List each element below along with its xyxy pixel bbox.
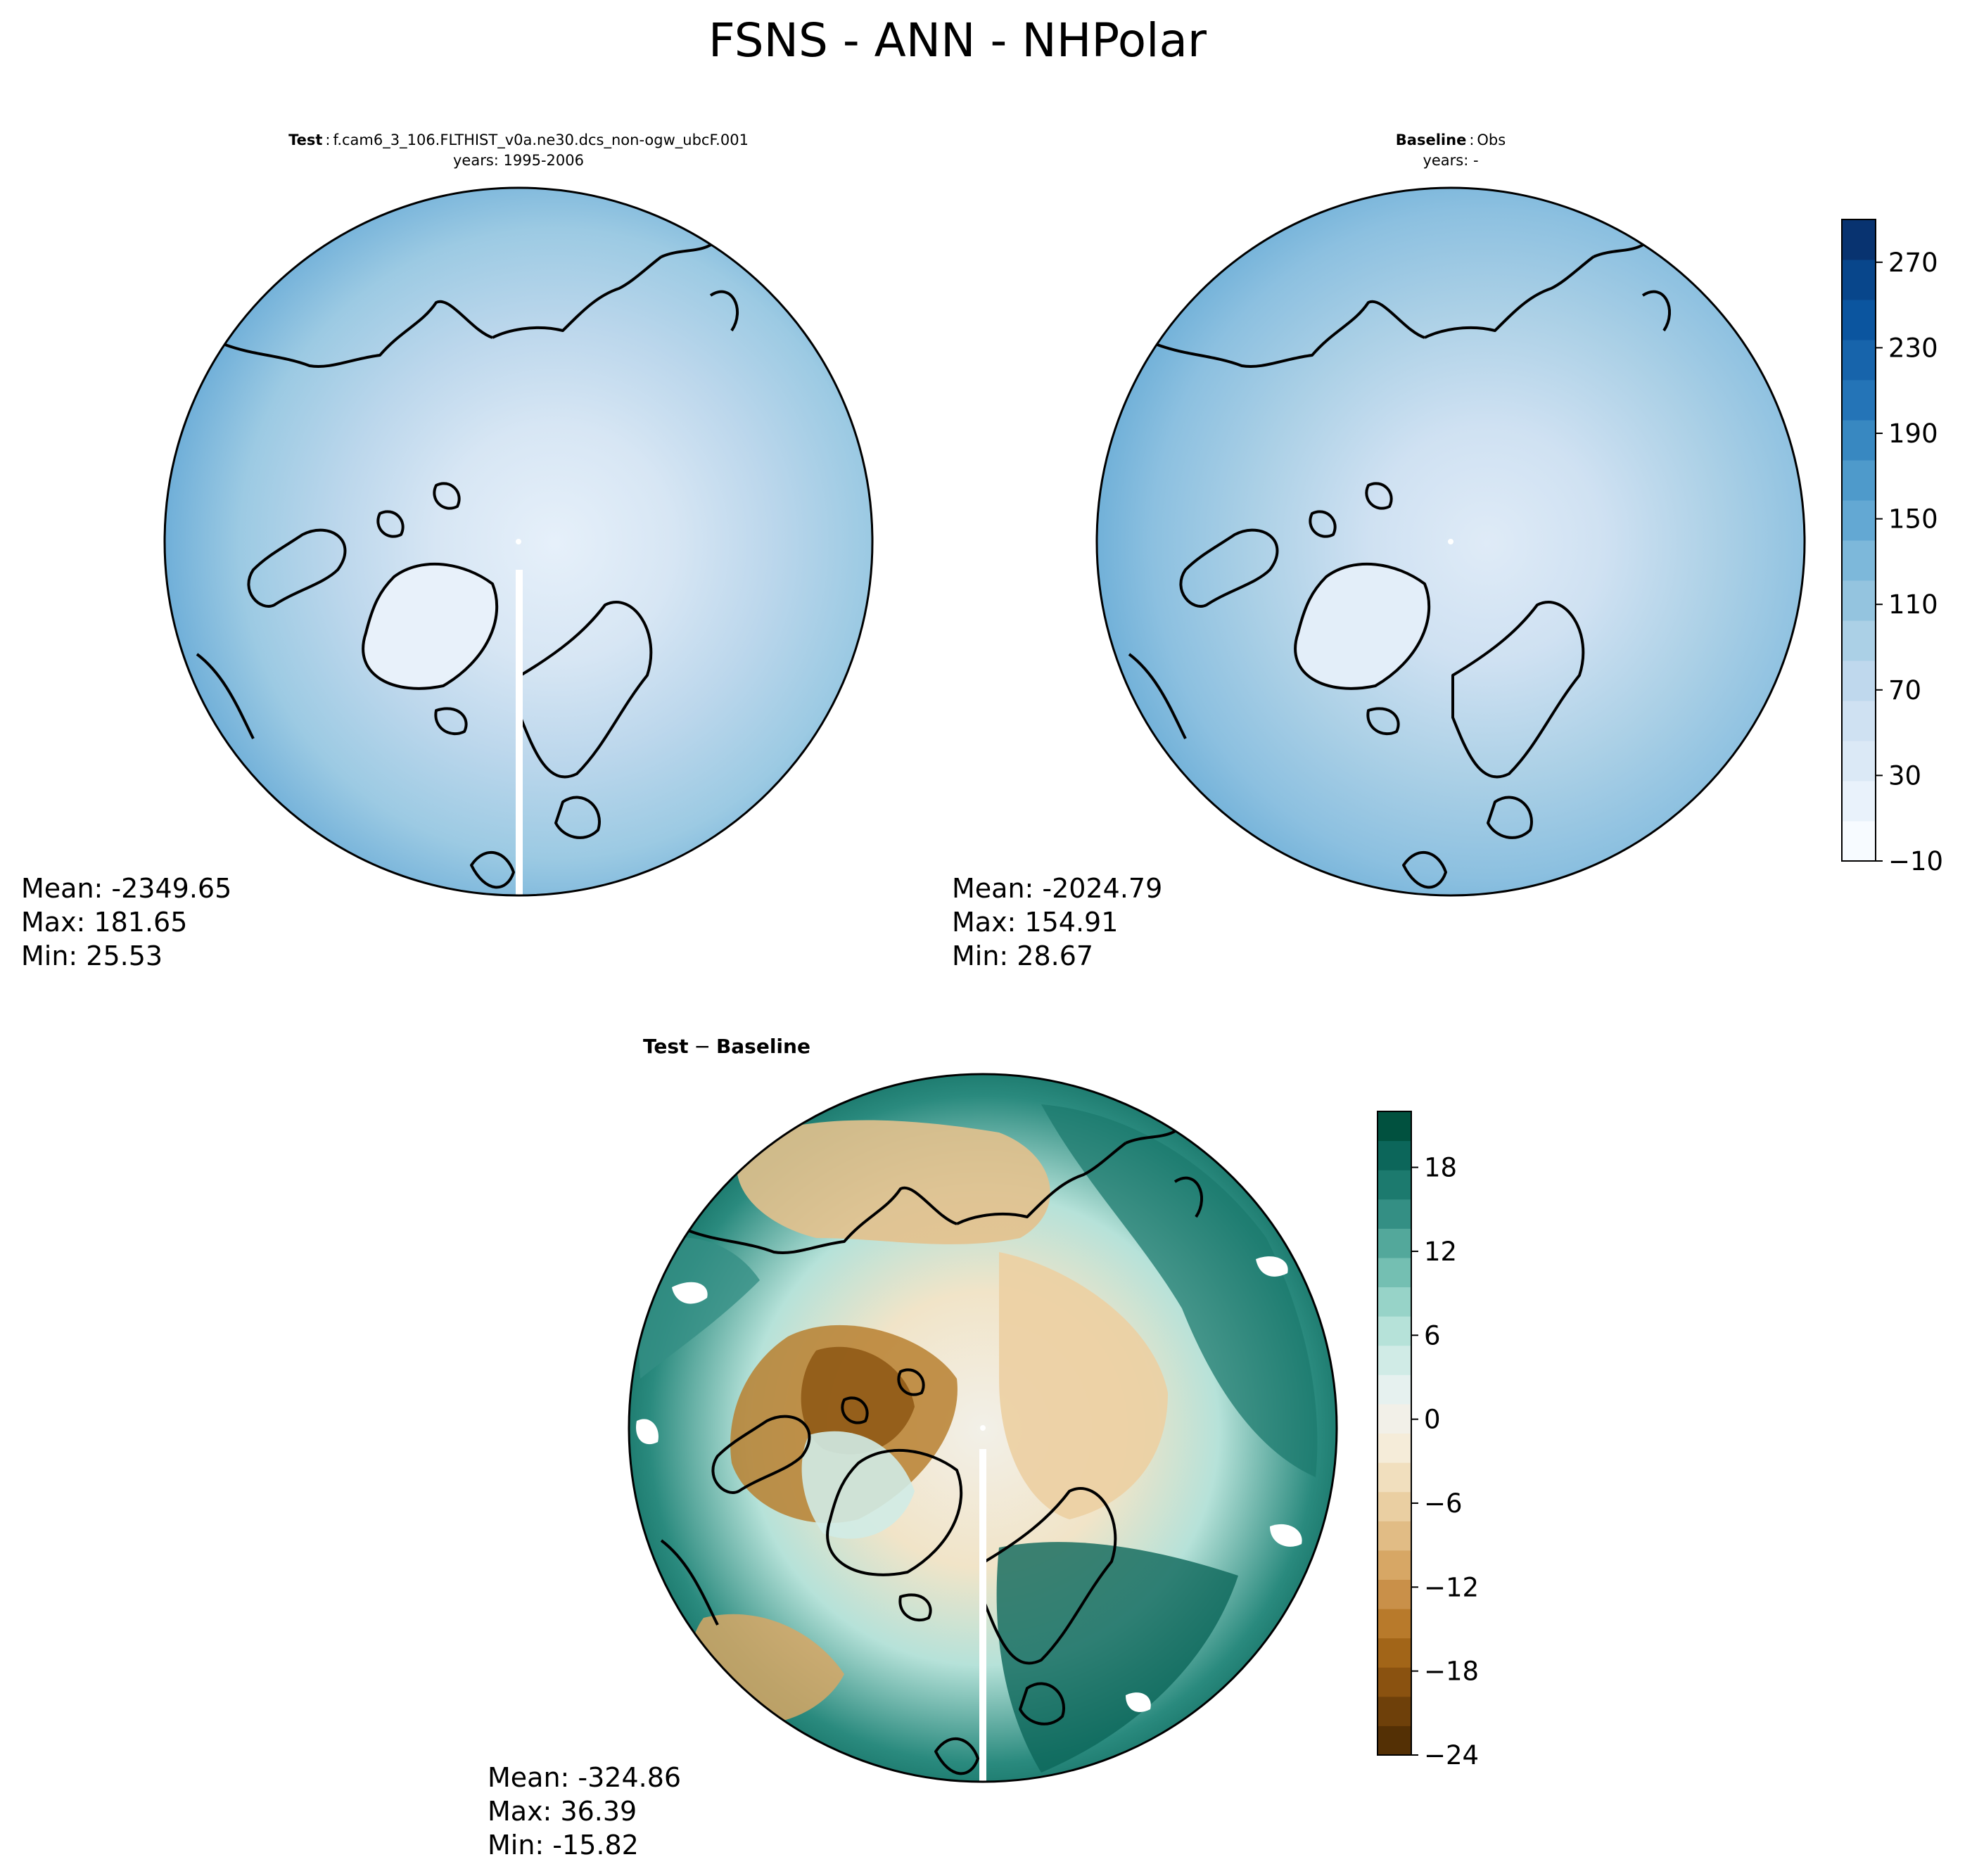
baseline-title-label: Baseline (1396, 132, 1467, 148)
colorbar-tick-label: −24 (1424, 1740, 1479, 1770)
diff-title-op: − (694, 1035, 710, 1058)
baseline-panel-title: Baseline: Obs (1396, 132, 1506, 148)
diff-max: Max: 36.39 (488, 1796, 637, 1827)
test-title-label: Test (288, 132, 322, 148)
colorbar-band (1378, 1491, 1411, 1521)
colorbar-frame (1377, 1111, 1412, 1756)
diff-panel: Test − Baseline (488, 1035, 1338, 1861)
colorbar-band (1378, 1287, 1411, 1317)
colorbar-band (1842, 380, 1876, 421)
baseline-map-boundary (1095, 186, 1806, 897)
colorbar-band (1378, 1403, 1411, 1434)
colorbar-band (1842, 500, 1876, 541)
test-mean: Mean: -2349.65 (21, 873, 231, 904)
colorbar-band (1378, 1521, 1411, 1551)
colorbar-band (1378, 1433, 1411, 1463)
colorbar-tick-label: 70 (1888, 675, 1921, 706)
figure-title: FSNS - ANN - NHPolar (708, 13, 1207, 68)
colorbar-band (1378, 1725, 1411, 1756)
test-map-boundary (163, 186, 874, 897)
baseline-max: Max: 154.91 (952, 907, 1118, 938)
colorbar-tick-label: 150 (1888, 504, 1938, 535)
colorbar-tick-label: 190 (1888, 419, 1938, 449)
colorbar-tick-label: 270 (1888, 248, 1938, 278)
colorbar-band (1842, 821, 1876, 862)
test-panel-title: Test: f.cam6_3_106.FLTHIST_v0a.ne30.dcs_n… (288, 132, 749, 149)
colorbar-band (1378, 1228, 1411, 1258)
colorbar-tick-label: −12 (1424, 1572, 1479, 1602)
colorbar-tick-label: 0 (1424, 1405, 1441, 1435)
colorbar-band (1378, 1550, 1411, 1580)
colorbar-band (1842, 620, 1876, 661)
colorbar-band (1378, 1638, 1411, 1668)
colorbar-band (1842, 540, 1876, 581)
diff-map-boundary (628, 1073, 1338, 1783)
colorbar-frame (1841, 219, 1876, 862)
diff-min: Min: -15.82 (488, 1830, 639, 1861)
colorbar-band (1378, 1257, 1411, 1288)
colorbar-tick-label: −10 (1888, 846, 1943, 876)
colorbar-tick-label: −18 (1424, 1657, 1479, 1687)
colorbar-band (1842, 460, 1876, 501)
colorbar-band (1378, 1345, 1411, 1375)
colorbar-tick-label: 18 (1424, 1153, 1457, 1183)
baseline-panel: Baseline: Obs years: - (952, 132, 1806, 971)
test-years: years: 1995-2006 (453, 152, 584, 169)
colorbar-tick-label: 230 (1888, 333, 1938, 363)
main-colorbar: −10 30 70 110 150 190 230 270 (1841, 219, 1943, 876)
colorbar-tick-label: 6 (1424, 1320, 1441, 1351)
baseline-min: Min: 28.67 (952, 940, 1093, 971)
diff-title-baseline: Baseline (716, 1035, 810, 1058)
colorbar-band (1378, 1667, 1411, 1697)
colorbar-tick-label: 12 (1424, 1237, 1457, 1267)
colorbar-tick-label: −6 (1424, 1488, 1463, 1519)
baseline-case-name: Obs (1477, 132, 1506, 148)
colorbar-band (1842, 661, 1876, 701)
colorbar-band (1378, 1374, 1411, 1405)
colorbar-tick-label: 30 (1888, 760, 1921, 791)
colorbar-tick-label: 110 (1888, 589, 1938, 620)
colorbar-band (1842, 781, 1876, 822)
colorbar-band (1842, 260, 1876, 300)
colorbar-band (1378, 1462, 1411, 1493)
colorbar-band (1842, 300, 1876, 340)
baseline-title-sep: : (1469, 132, 1474, 148)
test-case-name: f.cam6_3_106.FLTHIST_v0a.ne30.dcs_non-og… (333, 132, 748, 149)
colorbar-band (1378, 1111, 1411, 1142)
test-polar-map (165, 188, 872, 895)
colorbar-band (1842, 340, 1876, 381)
colorbar-band (1842, 701, 1876, 741)
colorbar-band (1378, 1170, 1411, 1200)
colorbar-band (1378, 1316, 1411, 1346)
diff-mean: Mean: -324.86 (488, 1762, 681, 1793)
baseline-years: years: - (1423, 152, 1478, 169)
test-panel: Test: f.cam6_3_106.FLTHIST_v0a.ne30.dcs_n… (21, 132, 874, 971)
colorbar-band (1378, 1199, 1411, 1229)
diff-title-test: Test (643, 1035, 688, 1058)
colorbar-band (1378, 1696, 1411, 1726)
test-max: Max: 181.65 (21, 907, 187, 938)
colorbar-band (1378, 1579, 1411, 1609)
diff-colorbar: −24 −18 −12 −6 0 6 12 18 (1377, 1111, 1479, 1770)
colorbar-band (1842, 219, 1876, 260)
test-title-sep: : (325, 132, 330, 148)
colorbar-band (1378, 1140, 1411, 1170)
colorbar-band (1842, 741, 1876, 781)
colorbar-band (1378, 1609, 1411, 1639)
diff-panel-title: Test − Baseline (643, 1035, 810, 1058)
colorbar-band (1842, 580, 1876, 621)
baseline-mean: Mean: -2024.79 (952, 873, 1162, 904)
test-min: Min: 25.53 (21, 940, 163, 971)
colorbar-band (1842, 420, 1876, 461)
